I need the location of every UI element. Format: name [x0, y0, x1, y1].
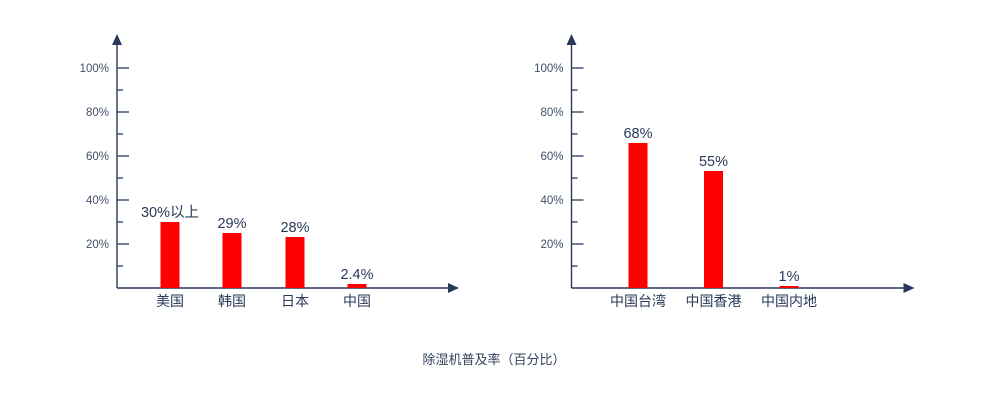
svg-text:韩国: 韩国 — [218, 293, 246, 309]
svg-text:中国内地: 中国内地 — [761, 293, 817, 309]
svg-text:40%: 40% — [86, 195, 109, 207]
svg-text:2.4%: 2.4% — [340, 267, 373, 283]
svg-text:80%: 80% — [86, 107, 109, 119]
svg-text:100%: 100% — [80, 63, 109, 75]
svg-text:60%: 60% — [86, 151, 109, 163]
svg-text:中国台湾: 中国台湾 — [610, 293, 666, 309]
svg-text:20%: 20% — [86, 239, 109, 251]
svg-text:40%: 40% — [540, 195, 563, 207]
svg-text:日本: 日本 — [281, 293, 309, 309]
svg-text:30%以上: 30%以上 — [141, 204, 199, 221]
svg-text:55%: 55% — [699, 154, 728, 170]
svg-text:除湿机普及率（百分比）: 除湿机普及率（百分比） — [422, 352, 565, 367]
svg-text:中国: 中国 — [343, 293, 371, 309]
svg-text:100%: 100% — [534, 63, 563, 75]
svg-text:20%: 20% — [540, 239, 563, 251]
svg-text:80%: 80% — [540, 107, 563, 119]
svg-text:29%: 29% — [217, 216, 246, 232]
svg-text:68%: 68% — [623, 126, 652, 142]
svg-text:28%: 28% — [280, 220, 309, 236]
svg-text:1%: 1% — [779, 269, 800, 285]
svg-text:中国香港: 中国香港 — [686, 293, 742, 309]
svg-text:60%: 60% — [540, 151, 563, 163]
svg-text:美国: 美国 — [156, 293, 184, 309]
